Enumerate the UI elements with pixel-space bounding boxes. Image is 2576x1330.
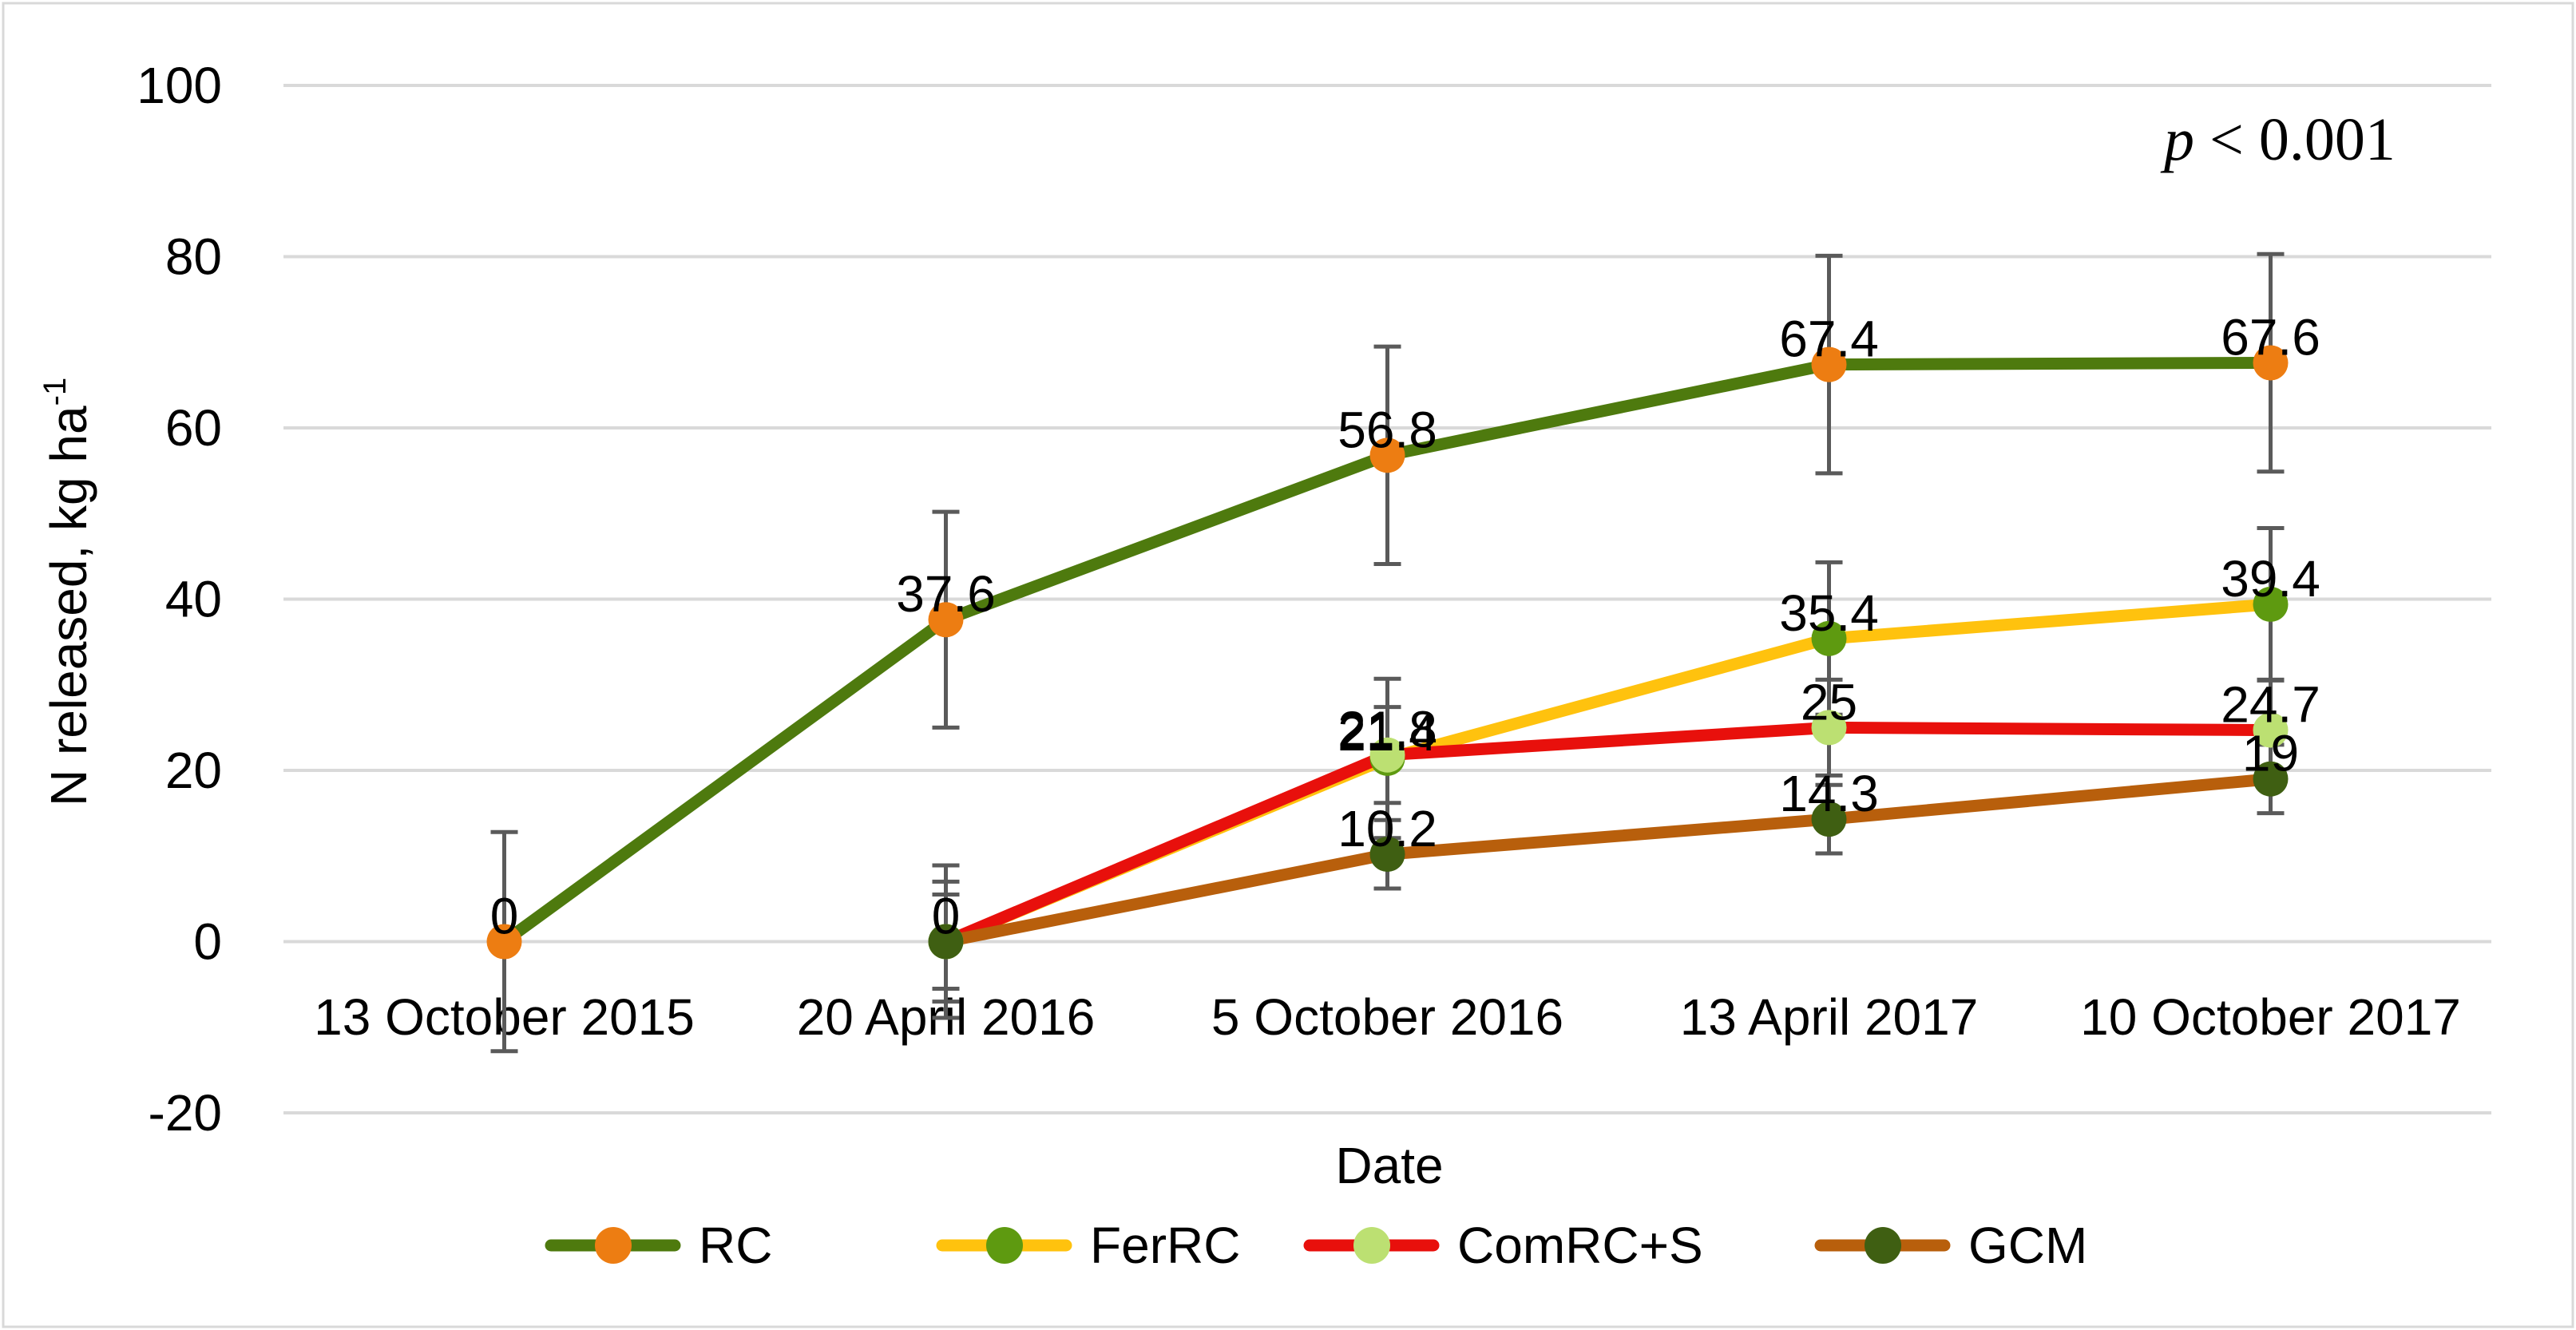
legend-item: RC (545, 1217, 772, 1274)
data-label: 19 (2242, 725, 2299, 782)
x-axis-title: Date (1335, 1137, 1443, 1194)
x-axis-ticks: 13 October 2015 20 April 2016 5 October 20… (314, 988, 2461, 1046)
data-point (928, 924, 964, 960)
legend-item: GCM (1814, 1217, 2087, 1274)
data-label: 39.4 (2221, 550, 2320, 608)
x-tick-label: 13 April 2017 (1680, 988, 1979, 1046)
legend-label: ComRC+S (1457, 1217, 1703, 1274)
y-tick-label: 20 (165, 742, 222, 799)
data-point (1369, 837, 1405, 873)
data-label: 21.8 (1338, 701, 1437, 758)
data-label: 25 (1801, 673, 1857, 730)
data-point (2253, 761, 2289, 797)
p-value-rest: < 0.001 (2194, 106, 2396, 173)
y-tick-label: 0 (193, 913, 222, 971)
data-point (1369, 437, 1405, 473)
y-tick-label: 100 (137, 57, 222, 114)
legend-item: ComRC+S (1303, 1217, 1703, 1274)
series-line (940, 721, 2277, 948)
legend-label: RC (699, 1217, 772, 1274)
x-tick-label: 5 October 2016 (1211, 988, 1563, 1046)
y-axis-title-superscript: -1 (38, 378, 73, 406)
y-tick-label: 80 (165, 228, 222, 286)
series-markers (486, 345, 2289, 960)
legend-swatch-marker (1353, 1227, 1390, 1264)
data-label: 24.7 (2221, 676, 2320, 734)
data-point (928, 602, 964, 638)
data-point (2253, 345, 2289, 381)
data-point (1811, 802, 1847, 837)
data-label: 35.4 (1779, 584, 1879, 642)
y-tick-label: -20 (149, 1084, 223, 1142)
data-label: 10.2 (1338, 800, 1437, 857)
data-label: 67.4 (1779, 311, 1879, 368)
y-axis-title: N released, kg ha-1 (38, 378, 97, 806)
data-point (2253, 712, 2289, 748)
data-label: 37.6 (896, 565, 996, 623)
data-label: 21.4 (1338, 704, 1437, 762)
y-axis-title-main: N released, kg ha (40, 406, 97, 806)
legend: RC FerRC ComRC+S GCM (545, 1217, 2087, 1274)
data-label: 14.3 (1779, 765, 1879, 822)
data-label: 0 (932, 888, 961, 945)
x-tick-label: 10 October 2017 (2080, 988, 2461, 1046)
y-tick-label: 40 (165, 571, 222, 628)
legend-swatch-marker (1865, 1227, 1901, 1264)
legend-swatch-marker (986, 1227, 1023, 1264)
series-line (940, 773, 2277, 948)
data-point (1811, 620, 1847, 656)
data-label: 56.8 (1338, 401, 1437, 458)
y-axis-ticks: -20 0 20 40 60 80 100 (137, 57, 222, 1142)
legend-swatch-marker (595, 1227, 632, 1264)
legend-label: FerRC (1090, 1217, 1240, 1274)
data-point (2253, 586, 2289, 622)
data-label: 0 (490, 888, 519, 945)
data-point (1811, 346, 1847, 382)
p-value-annotation: p < 0.001 (2160, 106, 2396, 173)
y-tick-label: 60 (165, 399, 222, 457)
data-point (1811, 710, 1847, 746)
data-point (486, 924, 522, 960)
data-label: 67.6 (2221, 308, 2320, 366)
data-point (1369, 737, 1405, 773)
p-value-italic: p (2160, 106, 2194, 173)
legend-label: GCM (1968, 1217, 2087, 1274)
legend-item: FerRC (936, 1217, 1240, 1274)
data-labels: 0 37.6 56.8 67.4 67.6 21.4 35.4 39.4 21.8 25 24.7 0… (490, 308, 2320, 944)
